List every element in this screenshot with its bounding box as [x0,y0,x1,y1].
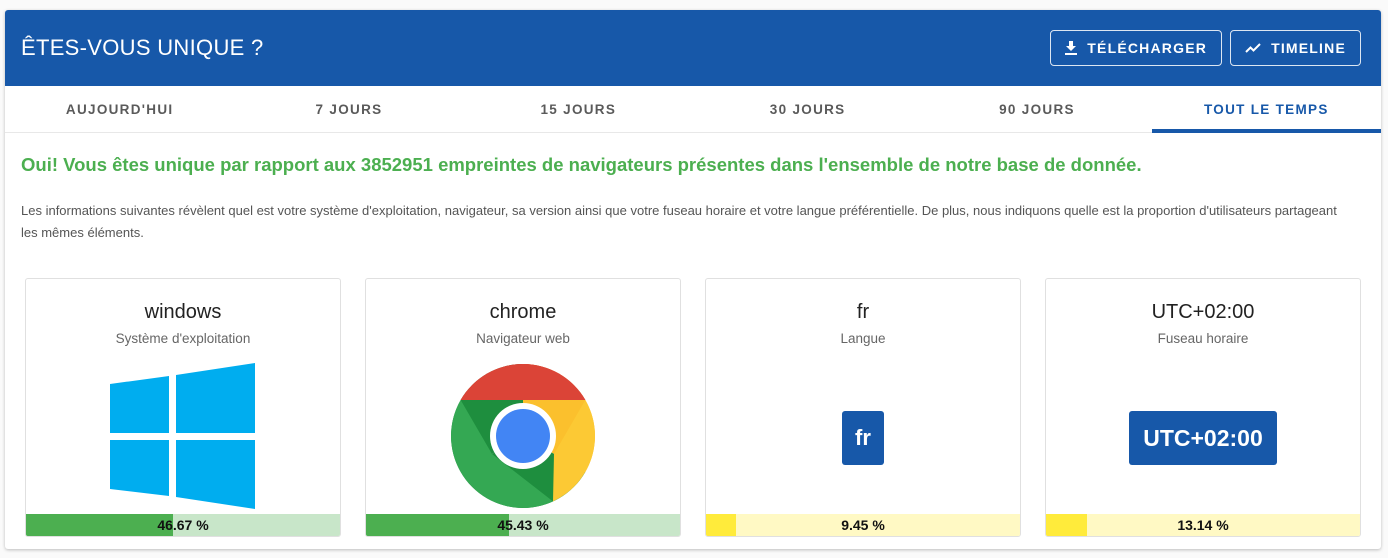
windows-logo-icon [110,362,256,514]
download-icon [1065,41,1078,55]
timeline-button-label: TIMELINE [1271,40,1346,56]
card-value: chrome [489,301,557,323]
share-bar: 13.14 % [1046,514,1360,536]
tab-15-days[interactable]: 15 JOURS [540,101,617,117]
card-language: fr Langue fr 9.45 % [705,278,1021,537]
share-bar: 46.67 % [26,514,340,536]
share-bar-fill [706,514,736,536]
card-caption: Système d'exploitation [115,331,251,346]
trending-up-icon [1245,43,1261,53]
share-bar-fill [26,514,173,536]
share-bar: 9.45 % [706,514,1020,536]
download-button-label: TÉLÉCHARGER [1087,40,1208,56]
timezone-badge: UTC+02:00 [1129,411,1277,465]
share-bar: 45.43 % [366,514,680,536]
uniqueness-headline: Oui! Vous êtes unique par rapport aux 38… [21,154,1142,175]
tab-90-days[interactable]: 90 JOURS [999,101,1075,117]
share-percent: 46.67 % [157,517,209,533]
header-actions: TÉLÉCHARGER TIMELINE [1050,30,1361,66]
share-percent: 9.45 % [841,517,885,533]
share-percent: 13.14 % [1177,517,1229,533]
share-bar-fill [1046,514,1088,536]
tab-today[interactable]: AUJOURD'HUI [65,101,174,117]
panel-header: ÊTES-VOUS UNIQUE ? TÉLÉCHARGER TIMELINE [5,10,1381,86]
tab-7-days[interactable]: 7 JOURS [315,101,383,117]
card-value: UTC+02:00 [1151,301,1255,323]
fingerprint-cards: windows Système d'exploitation [25,278,1361,537]
download-button[interactable]: TÉLÉCHARGER [1050,30,1223,66]
card-value: fr [856,301,870,323]
card-caption: Langue [840,331,886,346]
chrome-logo-icon [450,363,596,514]
share-percent: 45.43 % [497,517,549,533]
timeline-button[interactable]: TIMELINE [1230,30,1361,66]
uniqueness-panel: ÊTES-VOUS UNIQUE ? TÉLÉCHARGER TIMELINE … [5,10,1381,549]
card-caption: Navigateur web [476,331,570,346]
period-tabs: AUJOURD'HUI 7 JOURS 15 JOURS 30 JOURS 90… [5,86,1381,133]
card-browser: chrome Navigateur web [365,278,681,537]
tab-all-time[interactable]: TOUT LE TEMPS [1151,86,1381,133]
share-bar-fill [366,514,509,536]
page-title: ÊTES-VOUS UNIQUE ? [21,35,264,60]
language-badge: fr [842,411,884,465]
card-os: windows Système d'exploitation [25,278,341,537]
card-value: windows [144,301,222,323]
card-timezone: UTC+02:00 Fuseau horaire UTC+02:00 13.14… [1045,278,1361,537]
tab-30-days[interactable]: 30 JOURS [769,101,846,117]
uniqueness-description: Les informations suivantes révèlent quel… [21,203,1337,240]
card-caption: Fuseau horaire [1157,331,1249,346]
